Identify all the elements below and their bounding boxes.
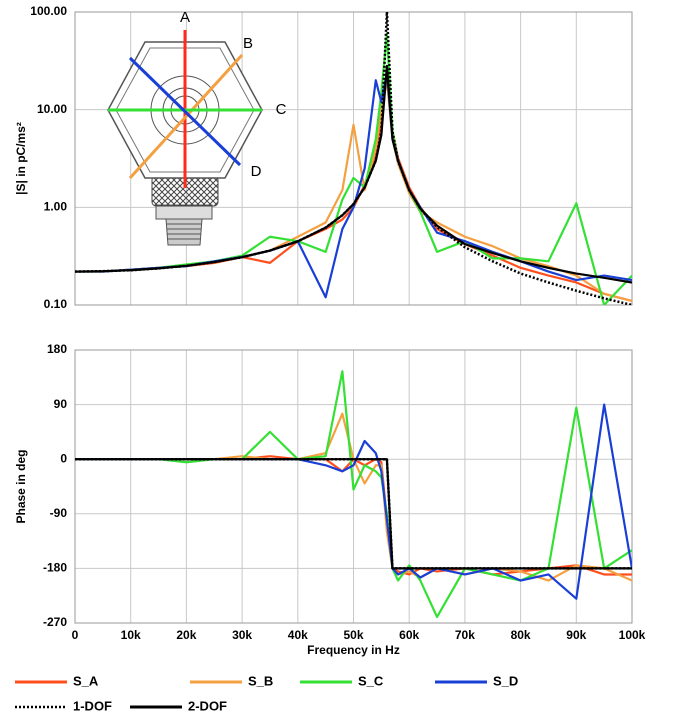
legend-label: S_B	[248, 673, 273, 688]
legend-label: S_C	[358, 673, 384, 688]
y-tick-label: 1.00	[44, 200, 68, 214]
y-axis-label: Phase in deg	[14, 449, 28, 523]
y-axis-label: |S| in pC/ms²	[14, 122, 28, 195]
direction-d	[128, 56, 242, 167]
x-axis-label: Frequency in Hz	[307, 643, 400, 657]
x-tick-label: 20k	[176, 628, 196, 642]
x-tick-label: 50k	[343, 628, 363, 642]
x-tick-label: 0	[72, 628, 79, 642]
legend: S_A S_B S_C S_D 1-DOF 2-DOF	[15, 673, 518, 713]
annotation: C	[276, 101, 287, 118]
y-tick-label: 10.00	[37, 102, 67, 116]
x-tick-label: 90k	[566, 628, 586, 642]
y-tick-label: -180	[43, 561, 67, 575]
series-line	[75, 64, 632, 284]
plot-frame	[74, 349, 633, 624]
annotation: A	[180, 9, 190, 26]
plots: 100.00 10.00 1.00 0.10 |S| in pC/ms² 0 10k 20k 3…	[14, 4, 645, 657]
sensor-neck	[155, 204, 213, 220]
plot-frame	[74, 11, 633, 306]
sensor-inset: A B C D	[107, 9, 287, 246]
plot: 100.00 10.00 1.00 0.10 |S| in pC/ms²	[14, 4, 633, 311]
x-tick-label: 40k	[288, 628, 308, 642]
y-tick-label: 180	[47, 342, 67, 356]
legend-label: 2-DOF	[188, 698, 227, 713]
series-line	[75, 458, 632, 570]
legend-label: S_A	[73, 673, 99, 688]
annotation: D	[251, 163, 262, 180]
thread-lines	[167, 223, 201, 240]
direction-b	[128, 53, 244, 180]
x-tick-label: 70k	[455, 628, 475, 642]
x-tick-label: 60k	[399, 628, 419, 642]
x-tick-label: 80k	[511, 628, 531, 642]
x-tick-label: 30k	[232, 628, 252, 642]
plot: 0 10k 20k 30k 40k 50k 60k 70k 80k 90k 100k 180 90 0 -9…	[14, 342, 645, 657]
x-tick-label: 10k	[121, 628, 141, 642]
x-tick-label: 100k	[619, 628, 646, 642]
y-tick-label: -270	[43, 615, 67, 629]
legend-label: S_D	[493, 673, 518, 688]
legend-label: 1-DOF	[73, 698, 112, 713]
series-line	[75, 370, 632, 619]
sensor-thread	[165, 218, 203, 246]
annotation: B	[243, 35, 253, 52]
y-tick-label: 0	[60, 451, 67, 465]
y-tick-label: -90	[50, 506, 68, 520]
y-tick-label: 90	[54, 397, 68, 411]
y-tick-label: 100.00	[30, 4, 67, 18]
y-tick-label: 0.10	[44, 297, 68, 311]
